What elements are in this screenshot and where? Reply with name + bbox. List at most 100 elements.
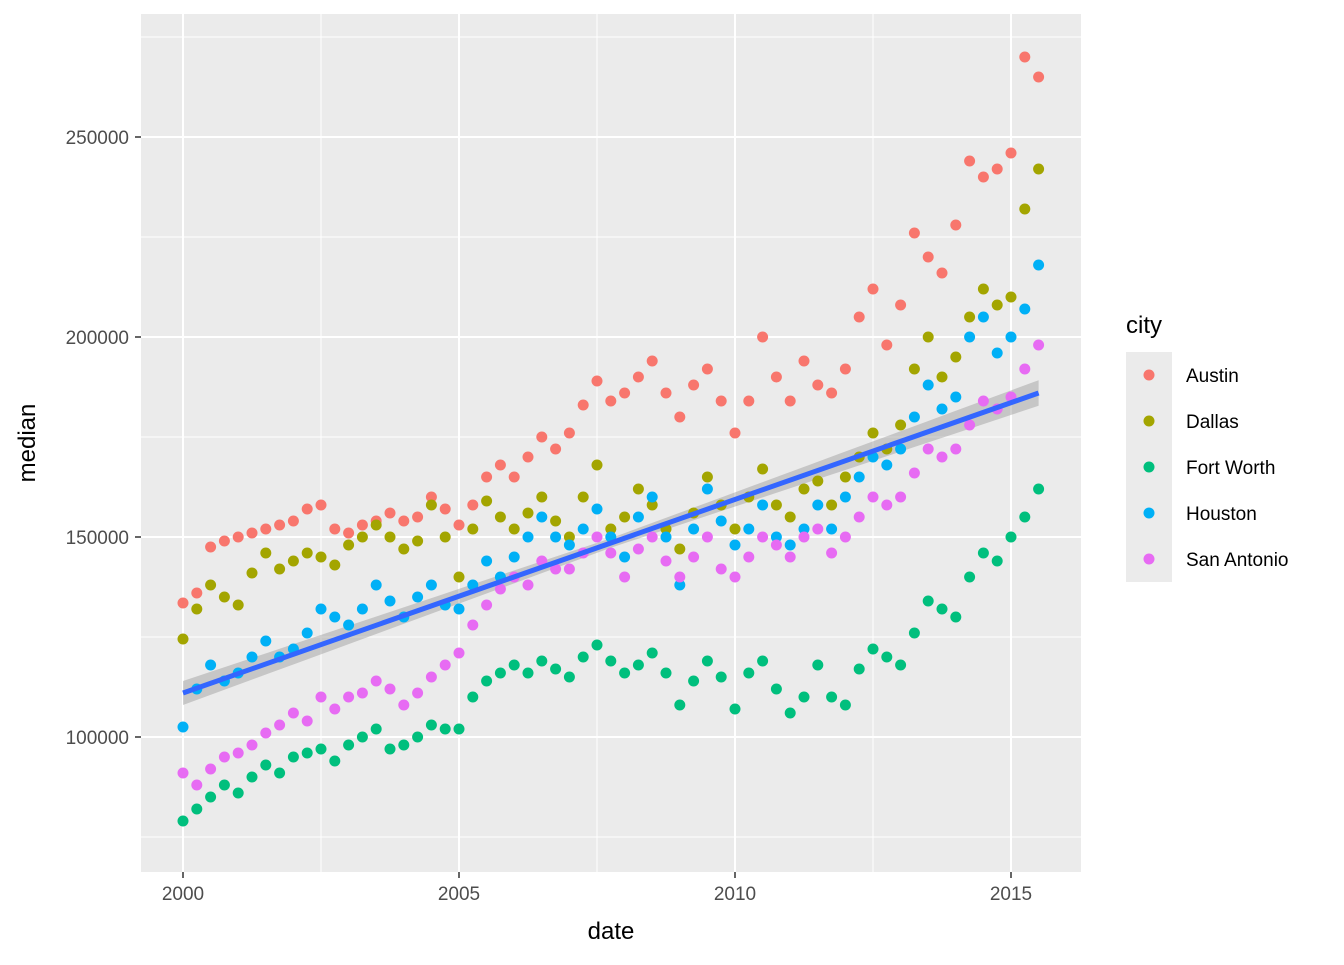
point-austin <box>701 363 713 375</box>
point-fort-worth <box>494 667 506 679</box>
point-houston <box>701 483 713 495</box>
point-san-antonio <box>384 683 396 695</box>
point-houston <box>370 579 382 591</box>
y-tick-label: 250000 <box>66 128 129 149</box>
point-fort-worth <box>908 627 920 639</box>
point-san-antonio <box>522 579 534 591</box>
point-dallas <box>522 507 534 519</box>
point-dallas <box>729 523 741 535</box>
point-austin <box>977 171 989 183</box>
x-tick-label: 2000 <box>162 884 204 905</box>
point-dallas <box>370 519 382 531</box>
point-austin <box>729 427 741 439</box>
point-dallas <box>494 511 506 523</box>
legend-label-fort-worth: Fort Worth <box>1186 458 1275 479</box>
point-austin <box>784 395 796 407</box>
point-san-antonio <box>881 499 893 511</box>
point-austin <box>439 503 451 515</box>
point-fort-worth <box>964 571 976 583</box>
point-austin <box>550 443 562 455</box>
point-austin <box>826 387 838 399</box>
point-fort-worth <box>205 791 217 803</box>
point-houston <box>826 523 838 535</box>
point-austin <box>757 331 769 343</box>
point-fort-worth <box>922 595 934 607</box>
point-austin <box>343 527 355 539</box>
point-houston <box>412 591 424 603</box>
point-houston <box>632 511 644 523</box>
plot-panel <box>141 14 1081 872</box>
point-houston <box>522 531 534 543</box>
point-houston <box>743 523 755 535</box>
point-austin <box>577 399 589 411</box>
point-austin <box>301 503 313 515</box>
point-dallas <box>274 563 286 575</box>
point-fort-worth <box>867 643 879 655</box>
point-houston <box>205 659 217 671</box>
point-dallas <box>950 351 962 363</box>
point-fort-worth <box>619 667 631 679</box>
point-dallas <box>895 419 907 431</box>
point-austin <box>260 523 272 535</box>
point-houston <box>798 523 810 535</box>
point-houston <box>343 619 355 631</box>
point-austin <box>632 371 644 383</box>
point-austin <box>274 519 286 531</box>
point-houston <box>481 555 493 567</box>
point-fort-worth <box>674 699 686 711</box>
point-fort-worth <box>991 555 1003 567</box>
point-dallas <box>425 499 437 511</box>
point-san-antonio <box>798 531 810 543</box>
point-fort-worth <box>356 731 368 743</box>
point-fort-worth <box>950 611 962 623</box>
point-austin <box>853 311 865 323</box>
point-austin <box>743 395 755 407</box>
point-austin <box>177 597 189 609</box>
point-fort-worth <box>881 651 893 663</box>
point-austin <box>1019 51 1031 63</box>
point-houston <box>315 603 327 615</box>
point-houston <box>908 411 920 423</box>
point-dallas <box>343 539 355 551</box>
point-houston <box>839 491 851 503</box>
legend-key-austin <box>1143 369 1155 381</box>
point-houston <box>646 491 658 503</box>
point-fort-worth <box>315 743 327 755</box>
point-fort-worth <box>232 787 244 799</box>
point-dallas <box>839 471 851 483</box>
point-houston <box>260 635 272 647</box>
point-fort-worth <box>1033 483 1045 495</box>
point-fort-worth <box>218 779 230 791</box>
point-austin <box>1005 147 1017 159</box>
point-san-antonio <box>812 523 824 535</box>
point-dallas <box>218 591 230 603</box>
point-dallas <box>246 567 258 579</box>
point-austin <box>922 251 934 263</box>
point-dallas <box>467 523 479 535</box>
point-houston <box>508 551 520 563</box>
point-san-antonio <box>315 691 327 703</box>
point-houston <box>977 311 989 323</box>
point-san-antonio <box>1033 339 1045 351</box>
point-fort-worth <box>715 671 727 683</box>
point-dallas <box>1033 163 1045 175</box>
point-san-antonio <box>895 491 907 503</box>
point-fort-worth <box>1005 531 1017 543</box>
point-fort-worth <box>646 647 658 659</box>
trend-line-layer <box>182 390 1040 696</box>
point-san-antonio <box>632 543 644 555</box>
point-austin <box>991 163 1003 175</box>
minor-gridlines <box>141 14 1081 872</box>
point-san-antonio <box>218 751 230 763</box>
point-dallas <box>356 531 368 543</box>
point-fort-worth <box>191 803 203 815</box>
point-houston <box>715 515 727 527</box>
point-dallas <box>1005 291 1017 303</box>
point-dallas <box>177 633 189 645</box>
legend-title: city <box>1126 312 1162 339</box>
point-austin <box>536 431 548 443</box>
point-dallas <box>1019 203 1031 215</box>
point-fort-worth <box>370 723 382 735</box>
axes: 2000 2005 2010 2015 100000 150000 200000 250000 <box>66 128 1033 905</box>
point-fort-worth <box>591 639 603 651</box>
